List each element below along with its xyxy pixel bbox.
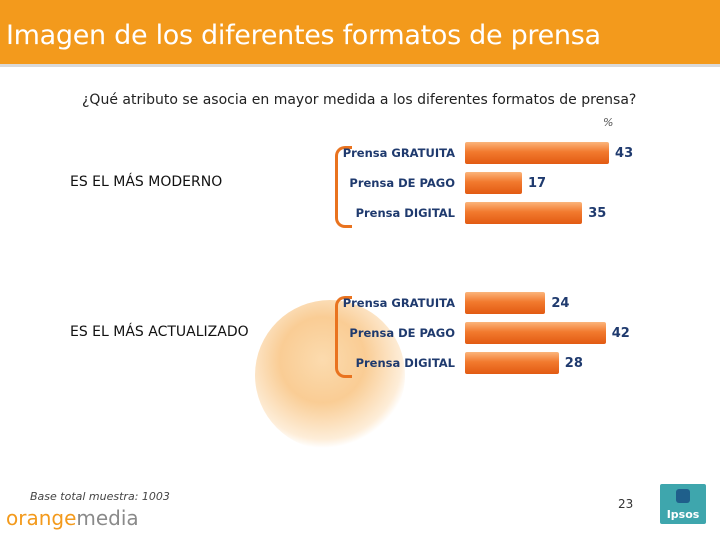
bar-category-label: Prensa DIGITAL <box>355 356 455 370</box>
bar <box>465 202 583 224</box>
header-divider <box>0 64 720 67</box>
bar-value-label: 24 <box>551 296 570 311</box>
bar-value-label: 17 <box>527 176 547 191</box>
ipsos-logo-text: Ipsos <box>666 508 700 521</box>
orange-fruit-decoration <box>255 300 405 450</box>
bar <box>465 142 610 164</box>
survey-question: ¿Qué atributo se asocia en mayor medida … <box>82 92 637 108</box>
page-title: Imagen de los diferentes formatos de pre… <box>6 20 601 51</box>
bar-category-label: Prensa DE PAGO <box>349 326 455 340</box>
header-bar: Imagen de los diferentes formatos de pre… <box>0 0 720 64</box>
bar <box>465 292 546 314</box>
group-bracket <box>335 146 352 228</box>
ipsos-logo-mark <box>676 489 690 503</box>
bar-category-label: Prensa DIGITAL <box>355 206 455 220</box>
bar-category-label: Prensa GRATUITA <box>342 296 455 310</box>
logo-orange-text: orange <box>6 506 77 530</box>
bar-value-label: 35 <box>588 206 607 221</box>
base-note: Base total muestra: 1003 <box>30 490 170 503</box>
orangemedia-logo: orangemedia <box>6 506 139 530</box>
bar-category-label: Prensa GRATUITA <box>342 146 455 160</box>
bar-value-label: 42 <box>611 326 630 341</box>
bar <box>465 172 522 194</box>
page-number: 23 <box>618 497 634 511</box>
group-bracket <box>335 296 352 378</box>
bar-category-label: Prensa DE PAGO <box>349 176 455 190</box>
unit-label: % <box>603 116 614 129</box>
group-label: ES EL MÁS MODERNO <box>70 174 223 190</box>
bar-value-label: 28 <box>564 356 583 371</box>
group-label: ES EL MÁS ACTUALIZADO <box>70 324 249 340</box>
bar <box>465 322 606 344</box>
logo-media-text: media <box>76 506 139 530</box>
ipsos-logo: Ipsos <box>660 484 706 524</box>
bar-value-label: 43 <box>615 146 634 161</box>
bar <box>465 352 559 374</box>
